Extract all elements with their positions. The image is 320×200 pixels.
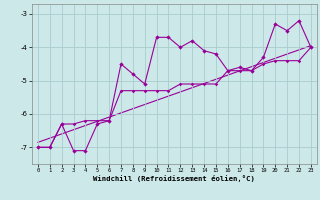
X-axis label: Windchill (Refroidissement éolien,°C): Windchill (Refroidissement éolien,°C)	[93, 175, 255, 182]
